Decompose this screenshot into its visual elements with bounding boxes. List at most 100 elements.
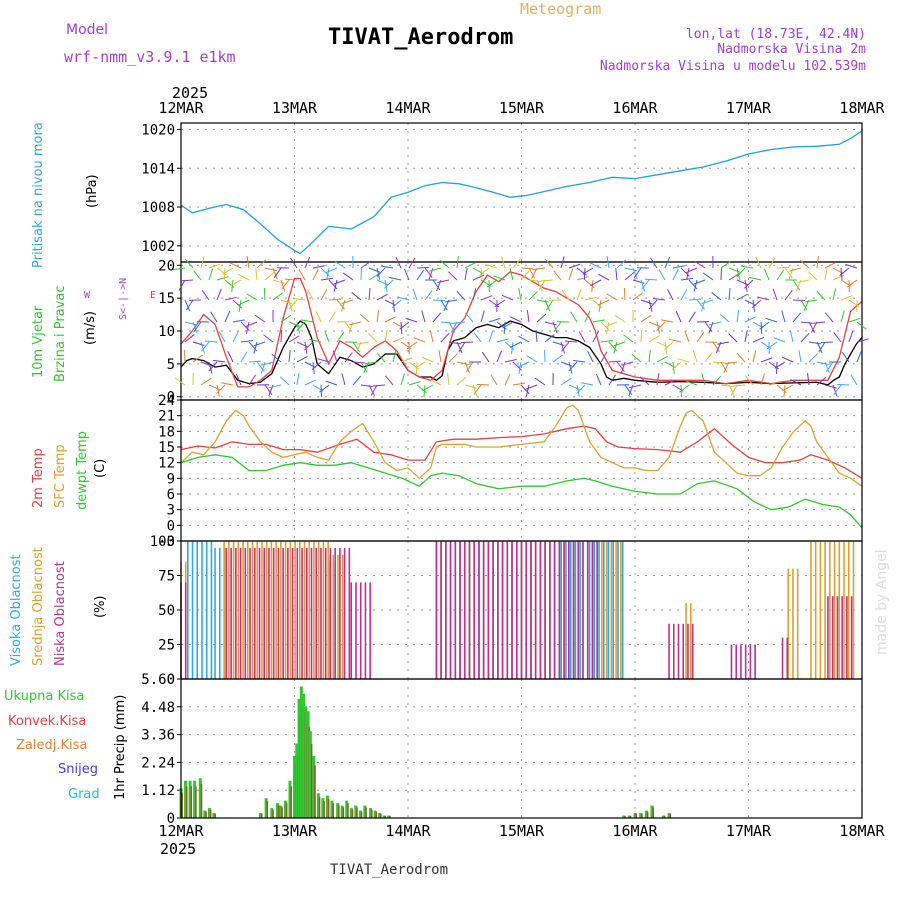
precip-bar	[293, 755, 296, 818]
wind-barb	[349, 321, 362, 326]
series-line-pritisak-na-nivou-mora	[180, 130, 863, 255]
wind-barb	[712, 361, 726, 364]
precip-bar-conv	[360, 811, 363, 818]
wind-barb	[648, 321, 661, 327]
wind-barb	[200, 341, 205, 354]
wind-barb	[591, 279, 594, 292]
wind-barb	[512, 382, 525, 386]
wind-barb	[218, 331, 226, 343]
wind-barb	[325, 267, 338, 274]
series-line-2m-temp	[180, 425, 863, 479]
wind-barb	[783, 384, 786, 397]
wind-barb	[432, 279, 441, 291]
wind-barb	[824, 268, 828, 281]
wind-barb	[546, 299, 554, 311]
wind-barb	[568, 268, 574, 281]
wind-barb	[765, 317, 778, 323]
wind-barb	[423, 384, 426, 397]
y-tick-label: 21	[158, 409, 175, 425]
wind-barb	[656, 373, 660, 386]
precip-bar-conv	[375, 811, 378, 818]
precip-bar-conv	[281, 807, 283, 818]
wind-barb	[531, 267, 538, 279]
wind-barb	[598, 299, 602, 312]
wind-barb	[357, 341, 370, 345]
wind-barb	[376, 279, 389, 286]
wind-barb	[456, 341, 463, 354]
wind-barb	[448, 321, 456, 333]
precip-bar-conv	[205, 811, 207, 818]
wind-barb	[472, 384, 478, 397]
wind-barb	[728, 267, 741, 273]
wind-barb	[669, 338, 682, 343]
panel-labels: Pritisak na nivou mora (hPa) 10m Vjetar …	[4, 122, 156, 802]
wind-barb	[606, 321, 610, 334]
precip-bar-conv	[195, 786, 197, 818]
y-tick-label: 50	[158, 603, 175, 619]
wind-barb	[440, 332, 450, 343]
wind-barb	[701, 373, 706, 386]
precip-bar	[264, 798, 268, 818]
wind-barb	[624, 271, 635, 281]
station-title: TIVAT_Aerodrom	[328, 25, 513, 50]
wind-barb	[576, 384, 586, 394]
wind-barb	[711, 292, 722, 301]
wind-barb	[712, 341, 720, 353]
wind-barb	[725, 361, 738, 365]
wind-barb	[696, 331, 705, 343]
wind-barb	[544, 321, 557, 326]
precip-legend-total: Ukupna Kisa	[4, 689, 84, 704]
wind-barb	[776, 269, 785, 281]
wind-barb	[414, 361, 426, 369]
precip-bar-conv	[629, 815, 632, 818]
precip-bar-conv	[181, 792, 183, 818]
wind-barb	[464, 361, 470, 374]
wind-barb	[561, 341, 570, 352]
wind-barb	[776, 266, 790, 269]
wind-barb	[824, 361, 830, 374]
y-tick-label: 3.36	[141, 728, 175, 744]
wind-barb	[246, 293, 258, 301]
wind-barb	[538, 279, 546, 291]
wind-barb	[675, 310, 682, 323]
model-elevation-text: Nadmorska Visina u modelu 102.539m	[600, 59, 866, 74]
wind-barb	[736, 279, 749, 286]
wind-barb	[440, 321, 453, 324]
model-value: wrf-nmm_v3.9.1 e1km	[64, 48, 236, 66]
wind-barb	[693, 279, 706, 285]
x-tick-label-top: 15MAR	[499, 99, 545, 117]
wind-barb	[284, 278, 298, 281]
wind-barb	[608, 341, 618, 352]
precip-bar	[363, 805, 367, 818]
precip-bar-conv	[371, 809, 373, 818]
wind-barb	[376, 352, 386, 363]
wind-barb	[536, 279, 543, 292]
wind-barb	[648, 299, 658, 310]
wind-barb	[744, 330, 748, 343]
precip-bar	[622, 815, 626, 818]
wind-barb	[623, 287, 626, 301]
wind-barb	[639, 376, 650, 386]
wind-barb	[280, 329, 283, 343]
wind-barb	[832, 288, 837, 301]
wind-barb	[384, 316, 397, 323]
wind-barb	[587, 350, 594, 363]
wind-barb	[533, 267, 546, 270]
precip-bar	[270, 808, 274, 818]
wind-barb	[485, 264, 498, 269]
precip-bar-conv	[646, 811, 649, 818]
wind-barb	[180, 279, 194, 282]
wind-barb	[344, 321, 353, 333]
precip-bar	[321, 798, 325, 818]
wind-barb	[800, 321, 813, 324]
precip-bar-conv	[285, 803, 288, 818]
wind-barb	[797, 279, 810, 283]
wind-barb	[525, 384, 538, 390]
wind-barb	[344, 352, 353, 363]
wind-barb	[352, 375, 362, 386]
lonlat-text: lon,lat (18.73E, 42.4N)	[686, 27, 866, 42]
precip-bar	[627, 815, 631, 818]
wind-barb	[704, 321, 713, 333]
wind-barb	[230, 279, 242, 287]
precip-bar	[207, 808, 211, 818]
